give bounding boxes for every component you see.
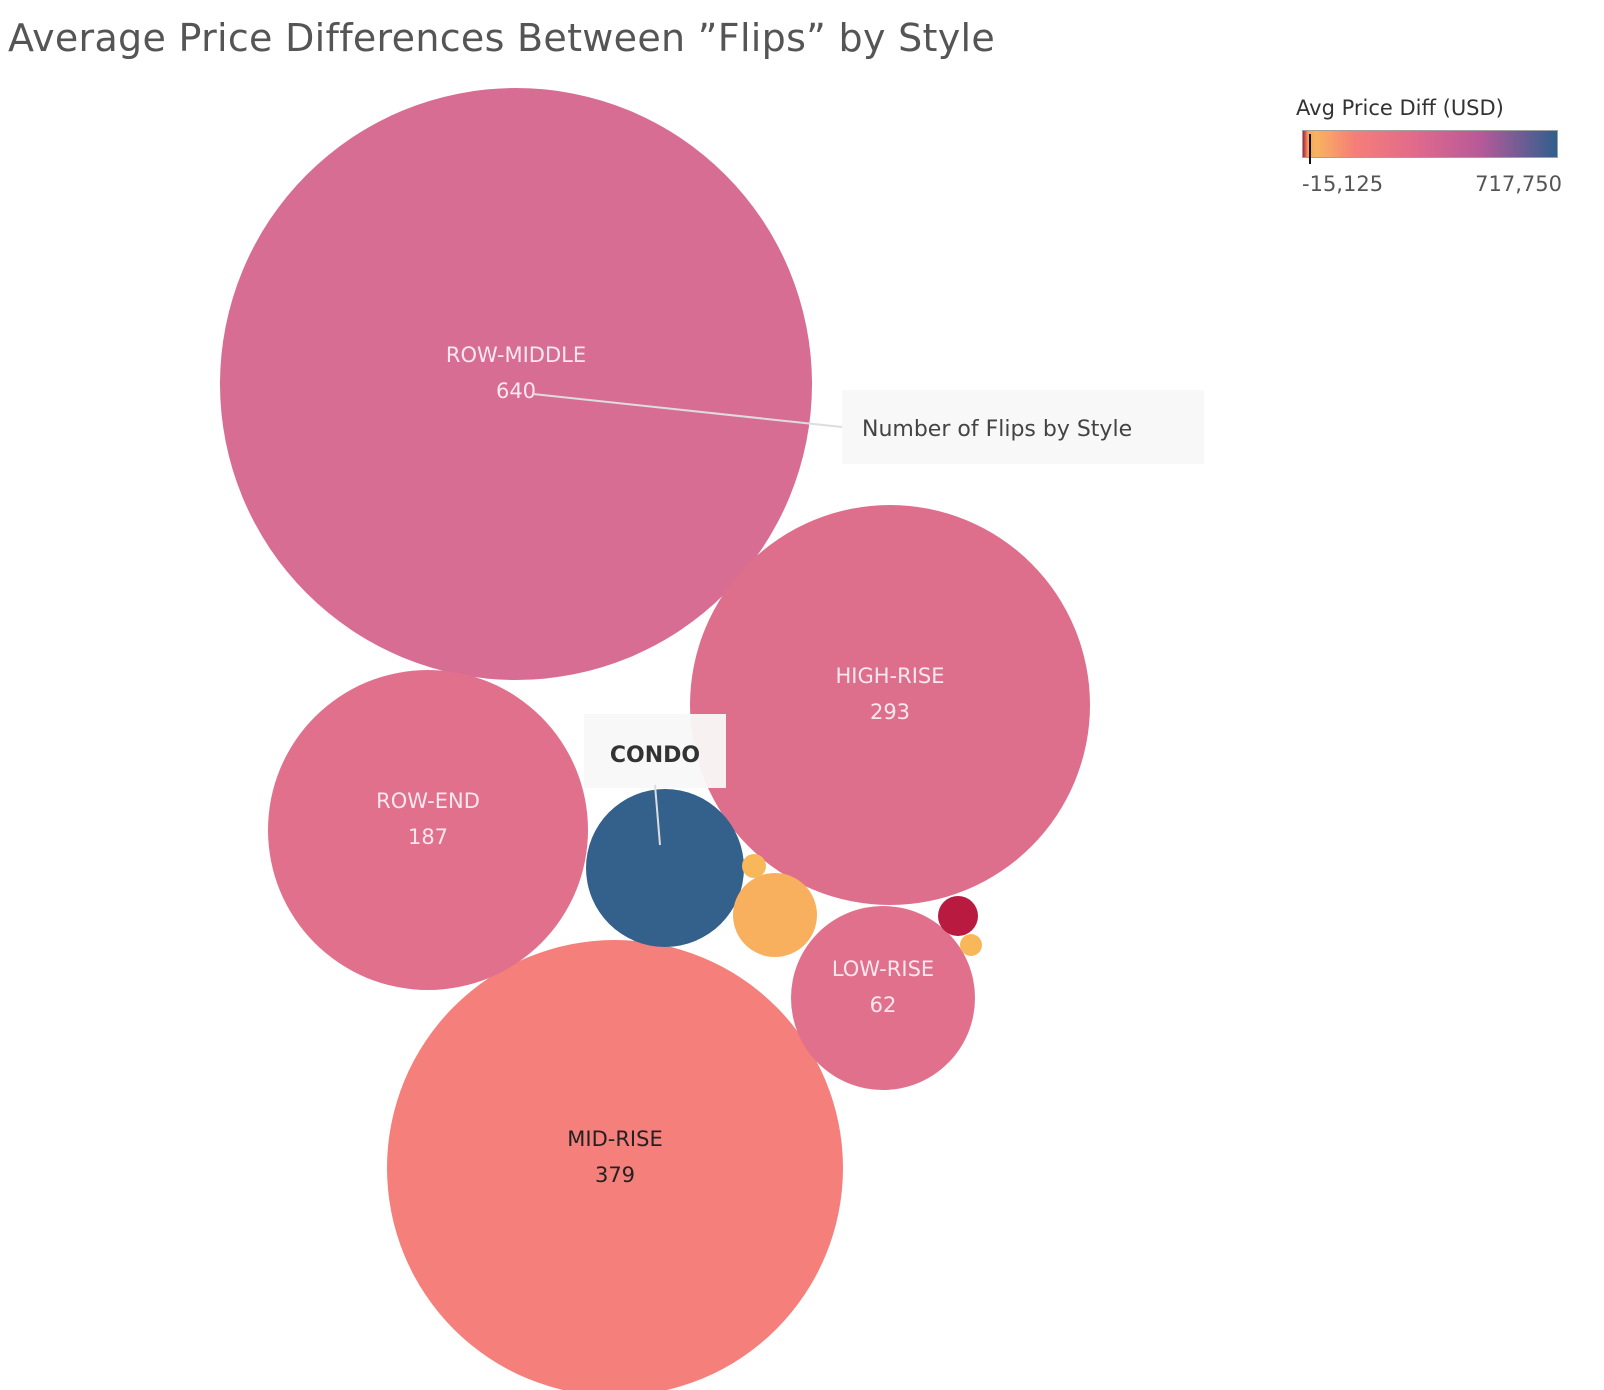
bubble-condo[interactable] bbox=[586, 789, 744, 947]
bubble-high-rise[interactable] bbox=[690, 505, 1090, 905]
bubble-label-low-rise: LOW-RISE bbox=[832, 957, 934, 981]
bubble-low-rise[interactable] bbox=[791, 906, 975, 1090]
bubble-row-middle[interactable] bbox=[220, 88, 812, 680]
bubble-label-row-middle: ROW-MIDDLE bbox=[446, 343, 586, 367]
bubble-mid-rise[interactable] bbox=[387, 940, 843, 1390]
bubble-value-row-end: 187 bbox=[408, 825, 448, 849]
annotation-leader-row-middle bbox=[532, 393, 843, 428]
legend-min-label: -15,125 bbox=[1302, 172, 1384, 196]
bubble-label-row-end: ROW-END bbox=[376, 789, 480, 813]
legend-zero-marker bbox=[1309, 134, 1311, 164]
bubble-unlabeled-9[interactable] bbox=[960, 934, 982, 956]
bubble-unlabeled-7[interactable] bbox=[938, 896, 978, 936]
annotation-text-row-middle: Number of Flips by Style bbox=[862, 417, 1132, 442]
legend-max-label: 717,750 bbox=[1475, 172, 1562, 196]
annotation-leader-condo bbox=[654, 784, 661, 846]
bubble-unlabeled-8[interactable] bbox=[742, 854, 766, 878]
bubble-value-low-rise: 62 bbox=[870, 993, 897, 1017]
bubble-value-high-rise: 293 bbox=[870, 700, 910, 724]
color-legend: Avg Price Diff (USD) -15,125 717,750 bbox=[1296, 96, 1566, 196]
bubble-label-mid-rise: MID-RISE bbox=[567, 1127, 662, 1151]
annotation-text-condo: CONDO bbox=[610, 743, 700, 768]
legend-title: Avg Price Diff (USD) bbox=[1296, 96, 1504, 120]
annotation-row-middle: Number of Flips by Style bbox=[532, 390, 1204, 464]
page-title: Average Price Differences Between ”Flips… bbox=[8, 16, 996, 60]
bubble-label-high-rise: HIGH-RISE bbox=[835, 664, 944, 688]
legend-color-ramp bbox=[1302, 130, 1558, 158]
bubble-value-mid-rise: 379 bbox=[595, 1163, 635, 1187]
bubble-value-row-middle: 640 bbox=[496, 379, 536, 403]
annotation-box-condo bbox=[584, 714, 726, 788]
annotation-condo: CONDO bbox=[584, 714, 726, 846]
bubble-row-end[interactable] bbox=[268, 670, 588, 990]
annotation-box-row-middle bbox=[842, 390, 1204, 464]
bubble-unlabeled-6[interactable] bbox=[733, 873, 817, 957]
